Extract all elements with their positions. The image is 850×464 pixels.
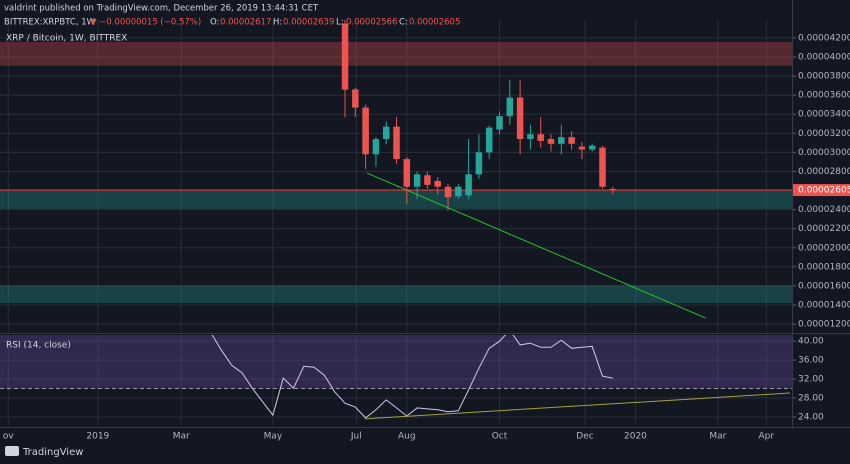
candle-body <box>547 139 555 144</box>
logo-icon <box>5 446 19 456</box>
y-tick-label: 0.00001200 <box>798 320 850 330</box>
candle-body <box>352 89 359 108</box>
y-tick-label: 0.00003800 <box>798 72 850 82</box>
candle-body <box>609 188 617 191</box>
candle-body <box>372 139 380 155</box>
last-price-box <box>793 184 850 197</box>
candle-body <box>599 147 606 187</box>
rsi-tick-label: 40.00 <box>798 337 824 347</box>
rsi-title: RSI (14, close) <box>6 341 71 351</box>
y-tick-label: 0.00004000 <box>798 53 850 63</box>
x-tick-label: Apr <box>758 432 774 442</box>
change: ▼ −0.00000015 (−0.57%) <box>90 18 201 28</box>
candle-body <box>362 107 369 155</box>
rsi-tick-label: 28.00 <box>798 394 824 404</box>
rsi-pane <box>0 335 792 425</box>
rsi-tick-label: 36.00 <box>798 356 824 366</box>
rsi-trendline <box>364 392 790 420</box>
x-tick-label: Mar <box>709 432 726 442</box>
candle-body <box>475 152 483 175</box>
axes: ov 2019 Mar May Jul Aug Oct Dec 2020 Mar Apr 0.0000… <box>3 33 850 442</box>
rsi-tick-label: 32.00 <box>798 375 824 385</box>
candle-body <box>403 159 411 187</box>
zone <box>0 41 792 66</box>
y-tick-label: 0.00002800 <box>798 167 850 177</box>
x-tick-label: Aug <box>398 432 416 442</box>
candle-body <box>516 97 524 140</box>
rsi-line <box>211 335 613 419</box>
candle-body <box>413 174 421 187</box>
candle-body <box>588 145 596 150</box>
y-tick-label: 0.00001800 <box>798 262 850 272</box>
chart-title: XRP / Bitcoin, 1W, BITTREX <box>6 34 127 44</box>
y-tick-label: 0.00003200 <box>798 129 850 139</box>
x-tick-label: ov <box>3 432 15 442</box>
zone <box>0 190 792 209</box>
x-tick-label: Mar <box>173 432 190 442</box>
last-price-label: 0.00002605 <box>798 186 850 196</box>
brand: TradingView <box>22 447 83 458</box>
candle-body <box>485 127 493 153</box>
ohlc-label: C: <box>399 18 408 28</box>
y-tick-label: 0.00002400 <box>798 205 850 215</box>
candle-body <box>434 181 441 187</box>
rsi-band <box>0 335 792 389</box>
ohlc-label: H: <box>273 18 282 28</box>
candle-body <box>537 134 544 141</box>
y-tick-label: 0.00003400 <box>798 110 850 120</box>
candle-body <box>568 137 575 144</box>
ohlc: O: 0.00002617 H: 0.00002639 L: 0.00002566 C: 0.… <box>210 18 460 28</box>
ohlc-value: 0.00002566 <box>346 18 397 28</box>
candle-body <box>578 146 586 150</box>
y-tick-label: 0.00003000 <box>798 148 850 158</box>
y-tick-label: 0.00001400 <box>798 301 850 311</box>
candle-body <box>424 175 431 185</box>
y-tick-label: 0.00004200 <box>798 33 850 43</box>
candle-body <box>465 174 472 196</box>
y-tick-label: 0.00001600 <box>798 281 850 291</box>
ohlc-label: O: <box>210 18 219 28</box>
rsi-tick-label: 24.00 <box>798 412 824 422</box>
candle-body <box>558 137 565 144</box>
candle-body <box>393 126 400 160</box>
y-tick-label: 0.00003600 <box>798 91 850 101</box>
x-tick-label: May <box>264 432 283 442</box>
y-tick-label: 0.00002000 <box>798 243 850 253</box>
ohlc-value: 0.00002639 <box>283 18 334 28</box>
ohlc-value: 0.00002617 <box>220 18 271 28</box>
ohlc-value: 0.00002605 <box>409 18 460 28</box>
x-tick-label: Jul <box>350 432 362 442</box>
symbol: BITTREX:XRPBTC, 1W <box>4 18 96 28</box>
published-line: valdrint published on TradingView.com, D… <box>4 4 319 14</box>
x-tick-label: 2020 <box>624 432 647 442</box>
candle-body <box>341 23 349 90</box>
footer-logo: TradingView <box>5 446 83 458</box>
trendline <box>366 172 707 319</box>
candle-body <box>382 126 390 140</box>
x-tick-label: Dec <box>576 432 593 442</box>
ohlc-label: L: <box>336 18 344 28</box>
price-pane <box>0 20 792 332</box>
zone <box>0 285 792 304</box>
candle-body <box>444 186 452 198</box>
y-tick-label: 0.00002200 <box>798 224 850 234</box>
candle-body <box>527 134 534 140</box>
candle-body <box>455 186 462 197</box>
candle-body <box>506 97 514 117</box>
x-tick-label: 2019 <box>86 432 109 442</box>
candle-body <box>496 116 503 130</box>
x-tick-label: Oct <box>492 432 508 442</box>
